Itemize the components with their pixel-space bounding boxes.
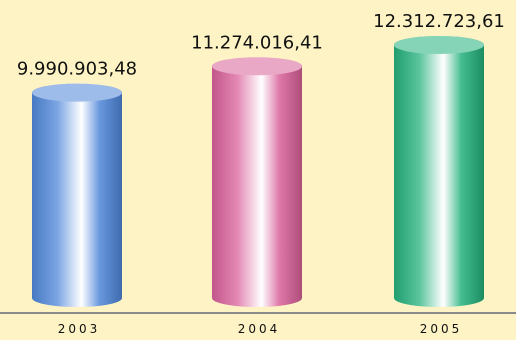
x-tick-2004: 2004 [238,322,281,336]
value-label-2003: 9.990.903,48 [17,59,137,80]
x-tick-2005: 2005 [420,322,463,336]
bar-2003 [32,83,122,307]
value-label-2004: 11.274.016,41 [191,32,323,53]
bar-2004 [212,57,302,307]
bar-top-2004 [212,57,302,76]
bar-2005 [394,35,485,307]
value-label-2005: 12.312.723,61 [373,11,505,32]
x-tick-2003: 2003 [58,322,101,336]
bar-top-2003 [32,83,122,102]
bar-top-2005 [394,35,484,54]
